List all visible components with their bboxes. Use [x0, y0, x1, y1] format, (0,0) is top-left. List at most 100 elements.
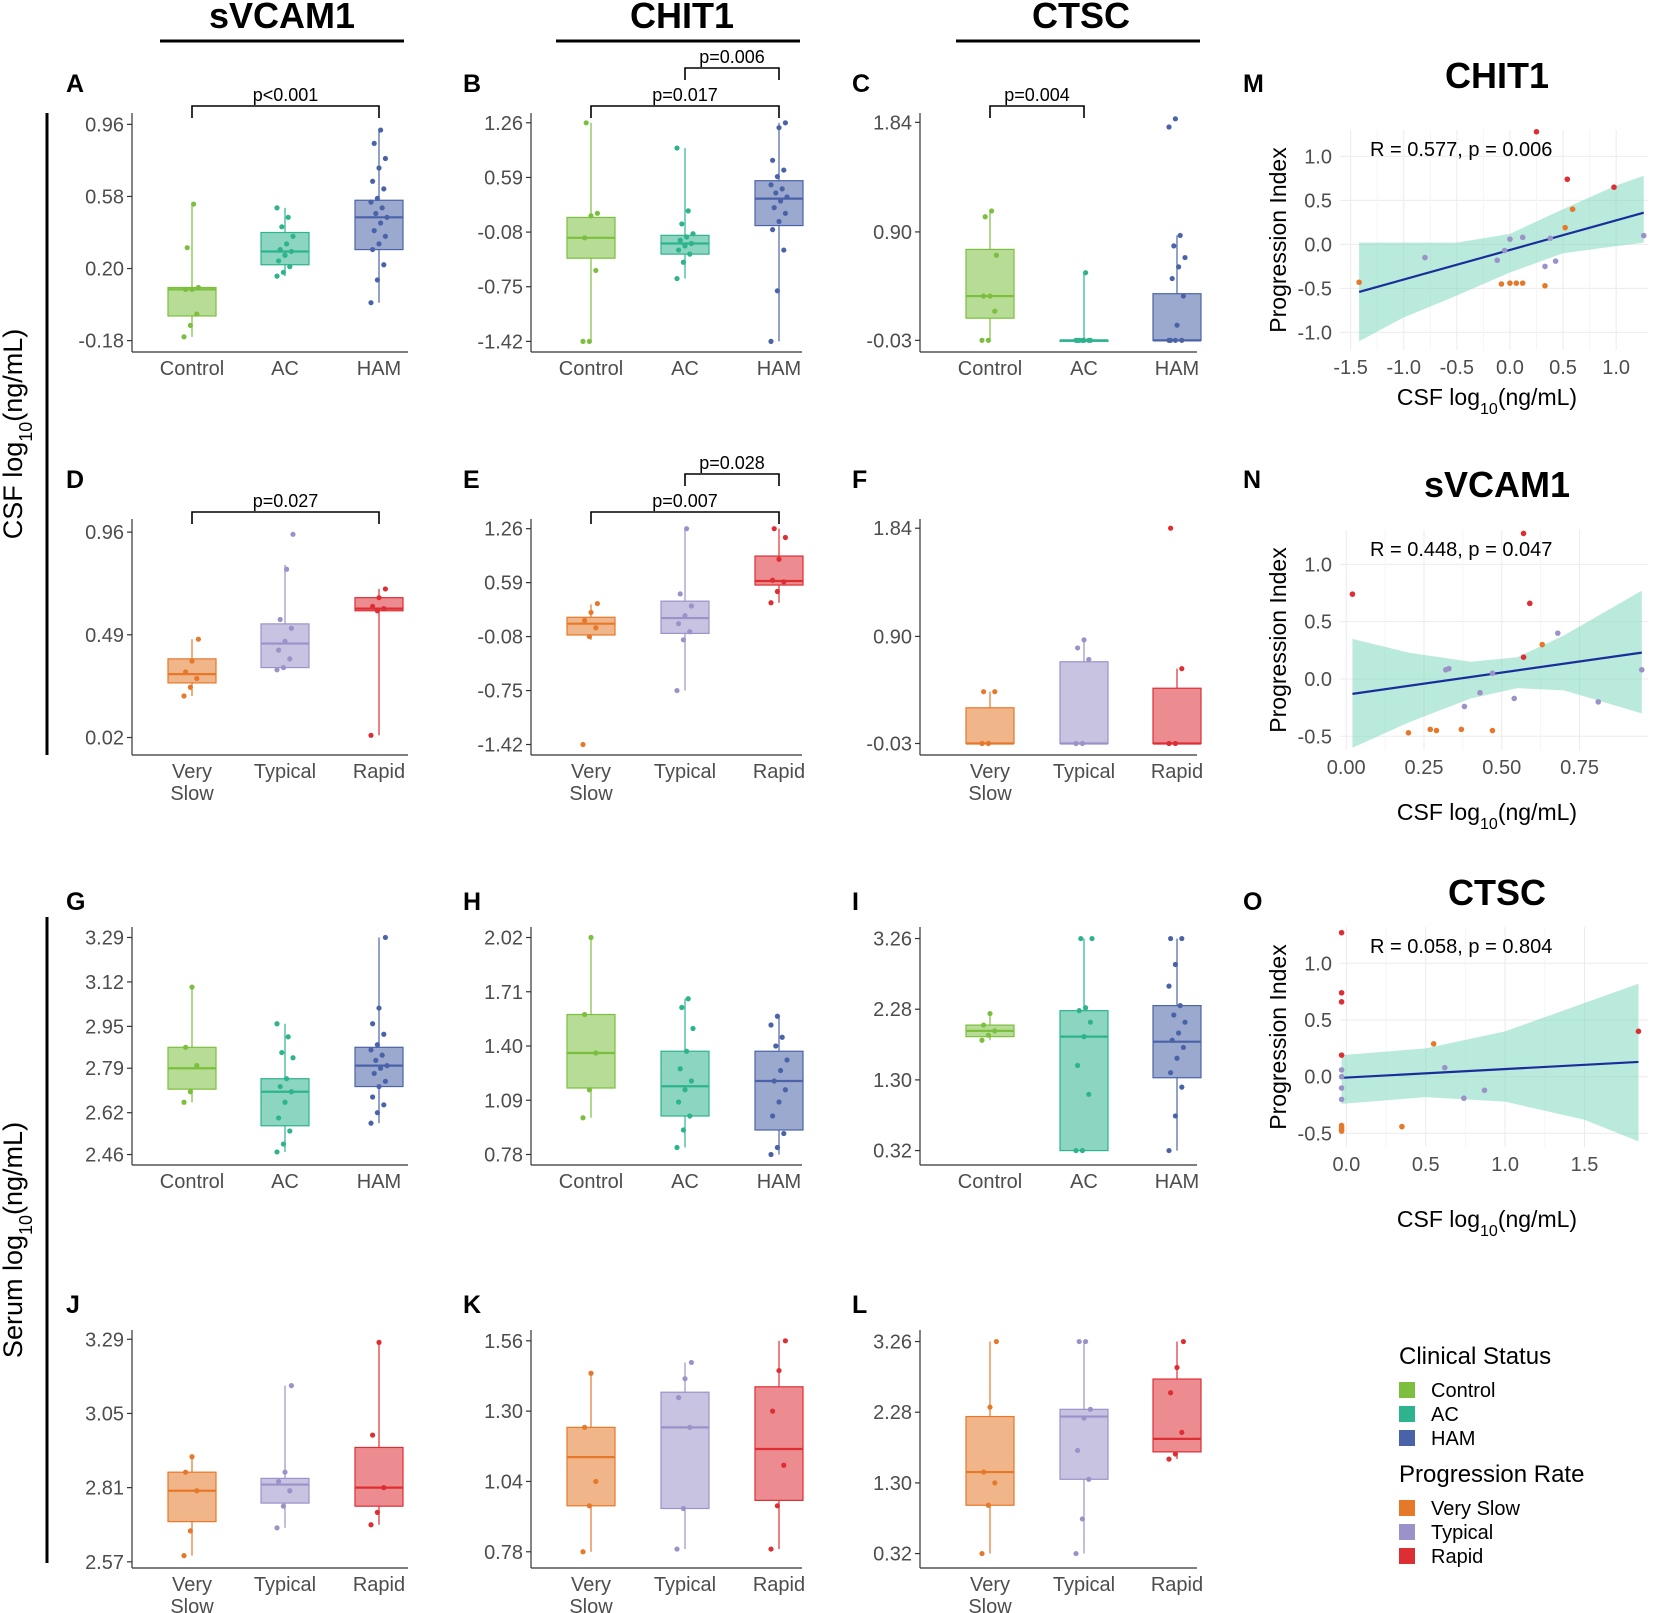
panel-o-x-axis-label: CSF log10(ng/mL) [1397, 1206, 1577, 1240]
panel-i-point-control [992, 1028, 998, 1034]
panel-c-point-ac [1076, 337, 1082, 343]
panel-l-category-label: Very Slow [968, 1574, 1012, 1613]
panel-c-y-tick-label: -0.03 [866, 330, 912, 352]
panel-h-y-tick-label: 0.78 [484, 1145, 523, 1167]
legend-swatch-ac [1399, 1406, 1415, 1422]
panel-b-point-ac [688, 240, 695, 247]
panel-h-point-control [586, 1087, 593, 1093]
legend-label-ac: AC [1431, 1404, 1459, 1426]
panel-h-point-control [593, 1050, 599, 1056]
panel-j-point-typical [287, 1488, 293, 1494]
panel-a-point-ham [378, 220, 384, 226]
panel-a-y-tick-label: 0.96 [85, 114, 124, 136]
panel-f-box-typical [1059, 661, 1109, 745]
panel-c-point-control [993, 252, 1000, 258]
panel-a-point-ham [371, 228, 377, 234]
panel-n-y-tick-label: -0.5 [1298, 726, 1332, 748]
panel-h-point-ac [679, 1004, 685, 1011]
panel-g-point-ham [374, 1042, 380, 1048]
panel-l-point-very-slow [985, 1502, 992, 1508]
panel-l-point-very-slow [992, 1480, 998, 1486]
panel-b-point-ac [674, 145, 680, 151]
panel-o-point-very-slow [1338, 1128, 1345, 1134]
panel-e-point-very-slow [594, 600, 601, 607]
panel-f-point-rapid [1168, 525, 1174, 531]
panel-b-point-ham [784, 194, 790, 200]
panel-j-point-rapid [368, 1522, 374, 1528]
legend: Clinical Status Control AC HAM Progressi… [1399, 1343, 1584, 1568]
panel-k-point-very-slow [586, 1503, 593, 1509]
panel-c-point-ham [1179, 337, 1185, 343]
panel-n-x-tick-label: 0.25 [1405, 757, 1444, 779]
panel-l-point-typical [1073, 1550, 1079, 1557]
category-label-line: Very [571, 761, 611, 783]
panel-j-y-tick-label: 2.81 [85, 1478, 124, 1500]
panel-a-point-ham [382, 233, 388, 239]
panel-o-x-tick-label: 0.5 [1412, 1154, 1440, 1176]
panel-e-point-very-slow [580, 741, 586, 748]
panel-n-regression-line [1352, 651, 1642, 695]
panel-b-category-label: Control [559, 358, 623, 380]
panel-h-point-ac [677, 1066, 683, 1072]
csf-row-label-unit: (ng/mL) [0, 329, 28, 422]
panel-n-point-very-slow [1489, 727, 1496, 734]
panel-g-point-ham [379, 1052, 385, 1058]
panel-g-point-ham [381, 1102, 387, 1108]
panel-b-point-ham [770, 227, 776, 233]
panel-n-point-typical [1511, 695, 1518, 702]
panel-c-point-ham [1180, 293, 1186, 299]
panel-g-point-ham [373, 1057, 379, 1063]
panel-b-point-ham [781, 247, 787, 253]
panel-f-box-plot: 1.84 0.90 -0.03 Very Slow Typical Rapid [866, 518, 1203, 805]
panel-a-point-ham [376, 165, 382, 171]
legend-swatch-rapid [1399, 1548, 1415, 1564]
panel-h-point-ham [773, 1043, 779, 1049]
panel-o-y-axis-label: Progression Index [1265, 944, 1291, 1130]
panel-b-point-control [586, 338, 593, 344]
panel-l-y-tick-label: 3.26 [873, 1332, 912, 1354]
panel-b-point-ham [773, 190, 779, 196]
panel-c-point-ac [1083, 270, 1089, 276]
panel-n-point-typical [1477, 689, 1483, 696]
panel-d-point-typical [276, 647, 282, 653]
panel-g-point-ham [382, 1078, 388, 1084]
panel-e-point-very-slow [593, 625, 599, 631]
panel-k-point-typical [687, 1424, 693, 1430]
panel-i-point-ham [1172, 1113, 1178, 1119]
panel-h-point-ham [784, 1057, 790, 1063]
panel-a-point-ham [370, 178, 376, 184]
panel-i-point-ac [1079, 1147, 1085, 1154]
panel-g-point-ham [376, 1005, 382, 1011]
panel-j-point-rapid [374, 1509, 380, 1515]
panel-a-point-ham [381, 186, 387, 192]
panel-m-x-axis-label: CSF log10(ng/mL) [1397, 384, 1577, 418]
panel-k-category-label: Rapid [753, 1574, 805, 1596]
panel-j-point-very-slow [187, 1528, 193, 1534]
panel-i-point-control [987, 1010, 993, 1017]
panel-g-point-ac [279, 1049, 285, 1056]
legend-label-control: Control [1431, 1380, 1495, 1402]
panel-e-p-value: p=0.007 [652, 491, 718, 511]
panel-i-point-ac [1086, 1091, 1092, 1097]
panel-j-box-very-slow [167, 1471, 217, 1523]
panel-l-box-rapid [1152, 1378, 1202, 1453]
panel-g-point-ham [371, 1070, 377, 1077]
panel-b-point-control [580, 338, 586, 344]
panel-e-significance-bracket [684, 473, 780, 486]
panel-b-point-ham [781, 167, 787, 173]
panel-c-point-control [985, 337, 992, 343]
panel-c-point-ham [1166, 124, 1172, 130]
panel-g-point-ac [280, 1141, 286, 1147]
panel-b-point-ac [684, 234, 690, 240]
panel-m-point-typical [1507, 236, 1513, 242]
category-label-line: Slow [170, 1596, 214, 1613]
panel-c-point-control [989, 208, 995, 214]
panel-d-point-typical [277, 616, 283, 623]
panel-a-point-ac [280, 269, 286, 275]
panel-c-point-control [982, 214, 988, 220]
panel-a-point-ac [277, 246, 283, 253]
panel-a-y-tick-label: 0.58 [85, 186, 124, 208]
panel-h-box-control [566, 1013, 616, 1089]
panel-c-point-control [981, 293, 987, 299]
panel-g-point-ac [274, 1149, 280, 1155]
